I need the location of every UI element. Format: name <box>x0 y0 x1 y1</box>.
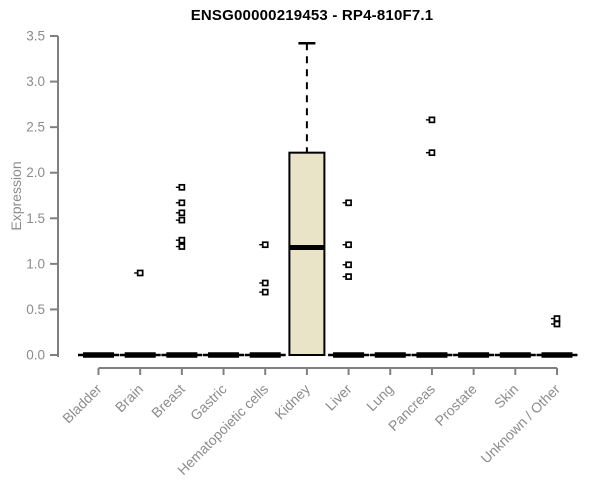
y-tick-label: 3.5 <box>26 29 45 44</box>
y-tick-label: 0.0 <box>26 348 45 363</box>
outlier-point <box>428 149 436 157</box>
outlier-point <box>178 199 186 207</box>
outlier-point <box>178 236 186 244</box>
collapsed-box <box>499 352 531 358</box>
y-tick-label: 2.0 <box>26 165 45 180</box>
x-tick-label: Skin <box>491 381 522 412</box>
outlier-point <box>345 199 352 207</box>
outlier-point <box>553 320 561 328</box>
outlier-point <box>178 216 186 224</box>
box <box>288 151 326 356</box>
outlier-point <box>178 183 186 191</box>
outlier-point <box>553 315 561 322</box>
outlier-point <box>261 241 269 249</box>
x-tick-label: Bladder <box>59 381 105 427</box>
y-tick-label: 1.0 <box>26 256 45 271</box>
collapsed-box <box>458 352 490 358</box>
collapsed-box <box>541 352 573 358</box>
outlier-point <box>345 273 352 280</box>
x-tick-label: Liver <box>322 381 355 414</box>
collapsed-box <box>166 352 198 358</box>
outlier-point <box>178 209 186 217</box>
outlier-point <box>136 269 144 277</box>
y-tick-label: 1.5 <box>26 211 45 226</box>
outlier-point <box>428 116 436 124</box>
collapsed-box <box>208 352 240 358</box>
y-tick-label: 2.5 <box>26 120 45 135</box>
collapsed-box <box>374 352 406 358</box>
y-axis-label: Expression <box>8 161 24 231</box>
x-tick-label: Lung <box>363 381 396 414</box>
outlier-point <box>261 288 269 296</box>
y-tick-label: 0.5 <box>26 302 45 317</box>
x-tick-label: Breast <box>148 381 188 421</box>
outlier-point <box>345 241 352 249</box>
outlier-point <box>178 243 186 250</box>
collapsed-box <box>249 352 281 358</box>
outlier-point <box>261 279 269 287</box>
x-tick-label: Brain <box>112 381 146 415</box>
x-tick-label: Unknown / Other <box>477 381 563 467</box>
collapsed-box <box>333 352 365 358</box>
x-tick-label: Kidney <box>271 381 313 423</box>
y-tick-label: 3.0 <box>26 74 45 89</box>
collapsed-box <box>83 352 114 358</box>
collapsed-box <box>416 352 448 358</box>
chart-title: ENSG00000219453 - RP4-810F7.1 <box>190 7 434 24</box>
outlier-point <box>345 261 352 269</box>
collapsed-box <box>124 352 156 358</box>
x-tick-label: Prostate <box>432 381 480 429</box>
